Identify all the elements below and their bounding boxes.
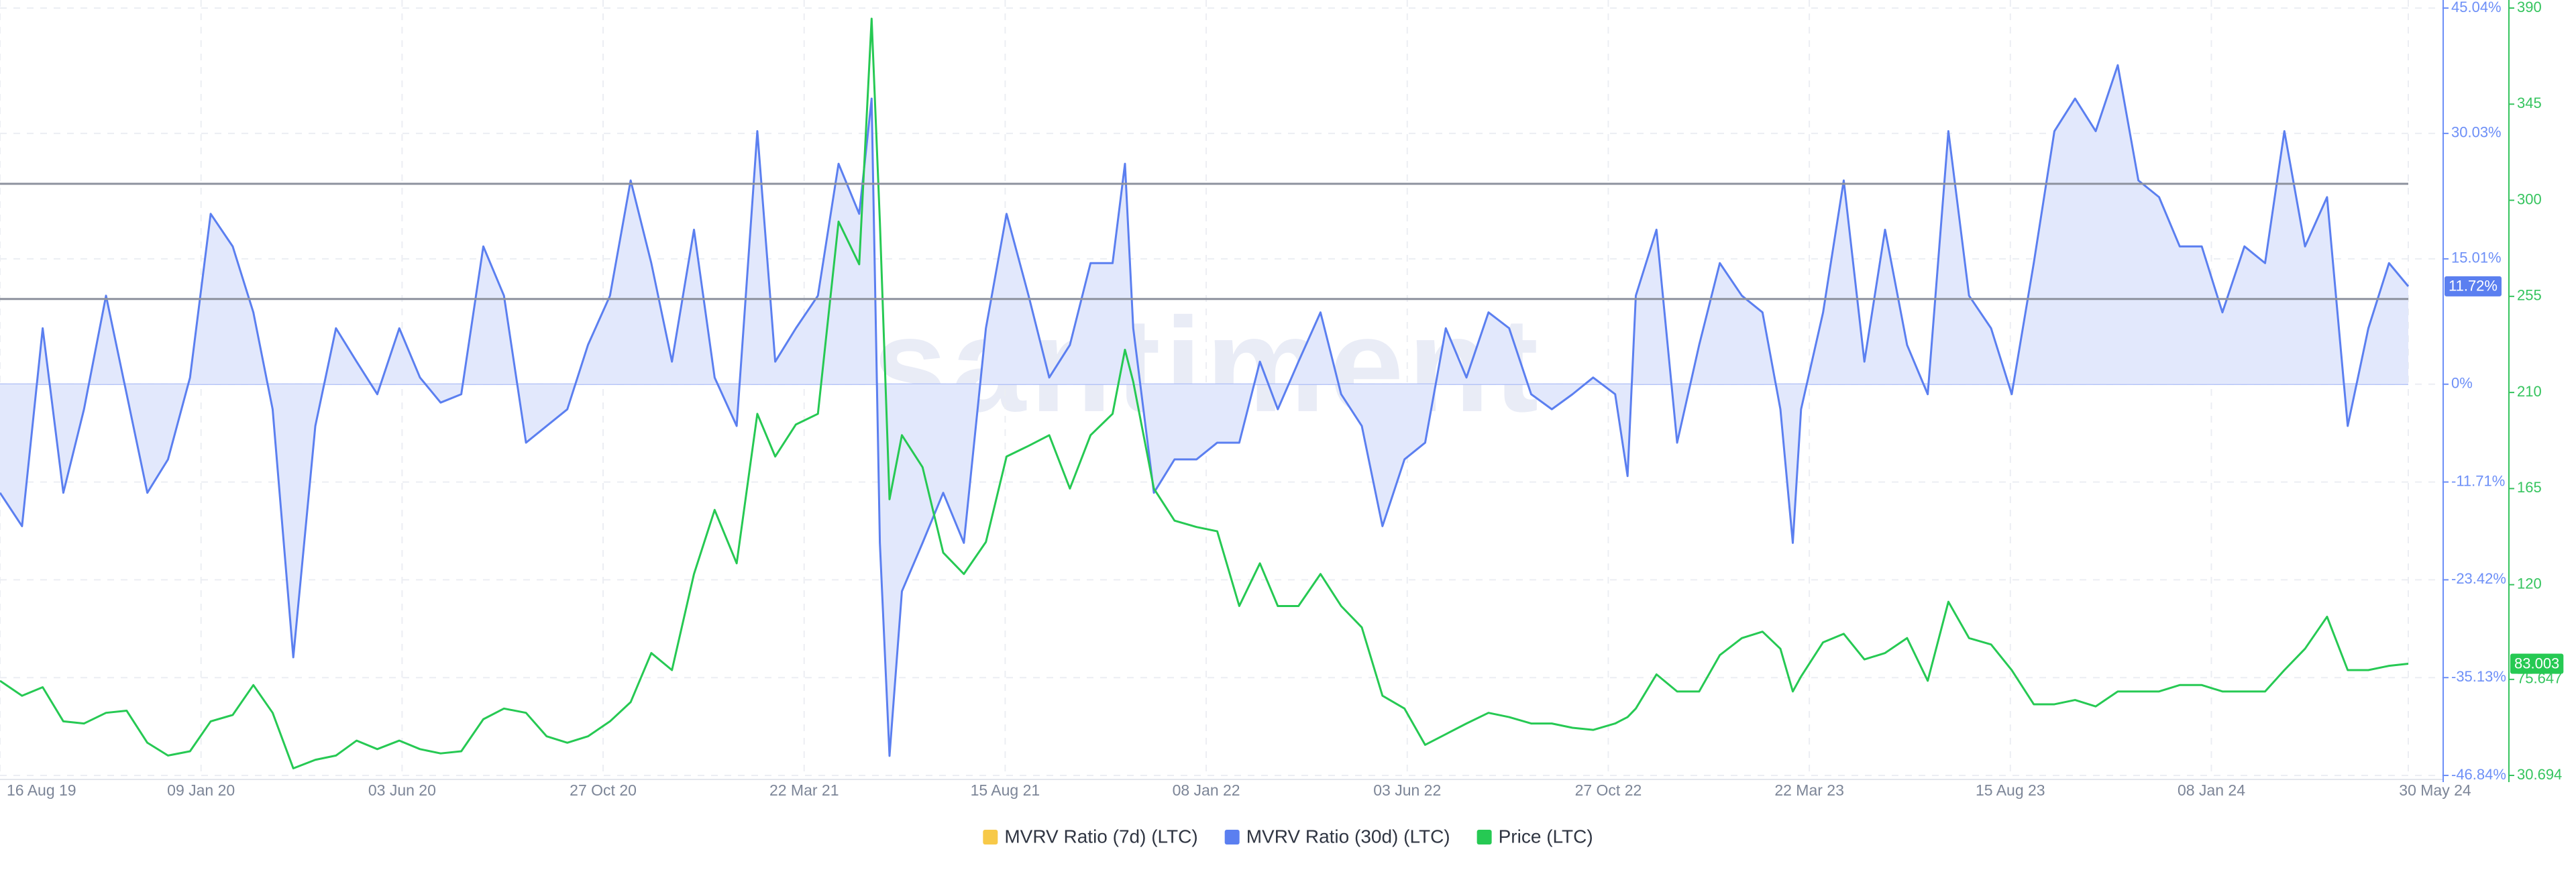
legend-label: MVRV Ratio (30d) (LTC) [1246,826,1450,847]
x-tick-label: 22 Mar 23 [1774,781,1844,799]
x-tick-label: 03 Jun 22 [1373,781,1441,799]
y-tick-label: 0% [2451,375,2473,392]
y2-tick-label: 255 [2517,287,2542,304]
y2-tick-label: 390 [2517,0,2542,15]
area [0,65,2408,756]
x-tick-label: 27 Oct 22 [1575,781,1642,799]
line [0,64,2410,757]
last-value-label: 83.003 [2514,655,2559,671]
x-tick-label: 30 May 24 [2399,781,2471,799]
y-tick-label: -23.42% [2451,570,2506,587]
last-value-box [2445,276,2502,296]
y2-tick-label: 120 [2517,575,2542,592]
legend-swatch [1224,830,1240,844]
y-tick-label: -46.84% [2451,766,2506,783]
y2-tick-label: 210 [2517,383,2542,400]
x-tick-label: 15 Aug 23 [1976,781,2045,799]
y2-tick-label: 30.694 [2517,766,2562,783]
legend-label: MVRV Ratio (7d) (LTC) [1004,826,1197,847]
y2-tick-label: 165 [2517,479,2542,496]
y2-tick-label: 345 [2517,95,2542,111]
x-tick-label: 08 Jan 24 [2178,781,2245,799]
x-tick-label: 16 Aug 19 [7,781,76,799]
legend-swatch [1477,830,1492,844]
y-tick-label: 15.01% [2451,250,2502,266]
legend-swatch [983,830,998,844]
last-value-box [2510,653,2564,674]
y-tick-label: 45.04% [2451,0,2502,15]
y-tick-label: -11.71% [2451,472,2505,489]
x-tick-label: 08 Jan 22 [1173,781,1240,799]
y-tick-label: 30.03% [2451,124,2502,141]
last-value-label: 11.72% [2449,278,2498,294]
y2-tick-label: 300 [2517,190,2542,207]
line [0,17,2409,769]
x-tick-label: 03 Jun 20 [368,781,436,799]
legend: MVRV Ratio (7d) (LTC) MVRV Ratio (30d) (L… [983,826,1593,847]
x-tick-label: 22 Mar 21 [769,781,839,799]
x-tick-label: 09 Jan 20 [167,781,235,799]
legend-label: Price (LTC) [1499,826,1593,847]
y-tick-label: -35.13% [2451,668,2506,685]
x-tick-label: 15 Aug 21 [971,781,1040,799]
x-tick-label: 27 Oct 20 [570,781,637,799]
